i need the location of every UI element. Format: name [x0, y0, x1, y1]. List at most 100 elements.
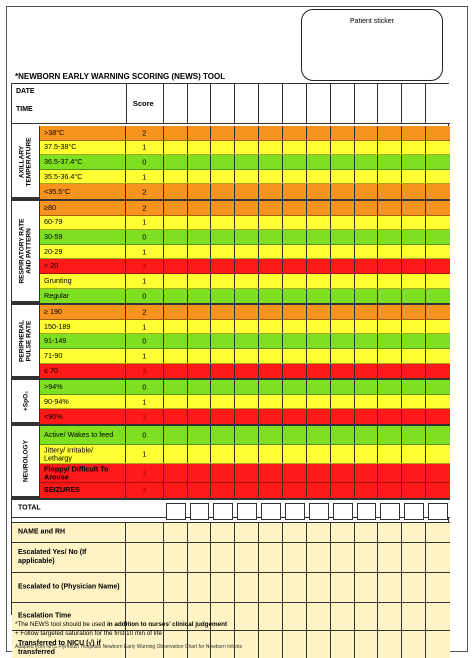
observation-cell[interactable] — [211, 630, 236, 658]
observation-cell[interactable] — [426, 155, 450, 169]
observation-cell[interactable] — [331, 394, 355, 409]
observation-cell[interactable] — [259, 522, 284, 542]
observation-cell[interactable] — [307, 542, 331, 572]
observation-cell[interactable] — [355, 230, 379, 244]
observation-cell[interactable] — [355, 305, 379, 319]
observation-cell[interactable] — [378, 319, 403, 334]
observation-cell[interactable] — [283, 522, 307, 542]
observation-cell[interactable] — [235, 259, 260, 273]
observation-cell[interactable] — [283, 155, 307, 169]
observation-cell[interactable] — [378, 572, 403, 602]
observation-cell[interactable] — [188, 319, 212, 334]
observation-cell[interactable] — [378, 380, 403, 394]
observation-cell[interactable] — [235, 84, 260, 123]
observation-cell[interactable] — [283, 288, 307, 304]
observation-cell[interactable] — [426, 170, 450, 184]
observation-cell[interactable] — [307, 274, 331, 288]
observation-cell[interactable] — [164, 126, 188, 140]
observation-cell[interactable] — [259, 169, 284, 184]
observation-cell[interactable] — [355, 126, 379, 140]
observation-cell[interactable] — [259, 394, 284, 409]
observation-cell[interactable] — [188, 380, 212, 394]
observation-cell[interactable] — [259, 319, 284, 334]
observation-cell[interactable] — [211, 522, 236, 542]
observation-cell[interactable] — [307, 380, 331, 394]
observation-cell[interactable] — [283, 464, 307, 482]
observation-cell[interactable] — [259, 542, 284, 572]
observation-cell[interactable] — [355, 334, 379, 348]
observation-cell[interactable] — [378, 126, 403, 140]
observation-cell[interactable] — [402, 201, 427, 215]
observation-cell[interactable] — [235, 630, 260, 658]
observation-cell[interactable] — [355, 140, 379, 155]
observation-cell[interactable] — [331, 464, 355, 482]
observation-cell[interactable] — [259, 464, 284, 482]
observation-cell[interactable] — [188, 215, 212, 230]
observation-cell[interactable] — [211, 140, 236, 155]
observation-cell[interactable] — [402, 630, 427, 658]
observation-cell[interactable] — [402, 542, 427, 572]
observation-cell[interactable] — [259, 126, 284, 140]
observation-cell[interactable] — [235, 464, 260, 482]
observation-cell[interactable] — [426, 274, 450, 288]
observation-cell[interactable] — [307, 363, 331, 379]
observation-cell[interactable] — [378, 201, 403, 215]
observation-cell[interactable] — [164, 215, 188, 230]
observation-cell[interactable] — [402, 259, 427, 273]
observation-cell[interactable] — [378, 630, 403, 658]
observation-cell[interactable] — [188, 542, 212, 572]
observation-cell[interactable] — [235, 215, 260, 230]
observation-cell[interactable] — [355, 288, 379, 304]
observation-cell[interactable] — [355, 394, 379, 409]
observation-cell[interactable] — [378, 305, 403, 319]
observation-cell[interactable] — [188, 426, 212, 444]
observation-cell[interactable] — [307, 445, 331, 463]
observation-cell[interactable] — [235, 445, 260, 463]
observation-cell[interactable] — [211, 201, 236, 215]
observation-cell[interactable] — [188, 409, 212, 424]
observation-cell[interactable] — [235, 274, 260, 288]
total-input-box[interactable] — [165, 502, 186, 520]
observation-cell[interactable] — [307, 602, 331, 630]
observation-cell[interactable] — [307, 572, 331, 602]
observation-cell[interactable] — [235, 305, 260, 319]
observation-cell[interactable] — [283, 274, 307, 288]
observation-cell[interactable] — [402, 363, 427, 379]
observation-cell[interactable] — [355, 184, 379, 199]
observation-cell[interactable] — [164, 169, 188, 184]
observation-cell[interactable] — [378, 274, 403, 288]
observation-cell[interactable] — [164, 305, 188, 319]
observation-cell[interactable] — [259, 140, 284, 155]
observation-cell[interactable] — [331, 572, 355, 602]
observation-cell[interactable] — [426, 216, 450, 230]
observation-cell[interactable] — [355, 274, 379, 288]
observation-cell[interactable] — [211, 334, 236, 348]
observation-cell[interactable] — [307, 334, 331, 348]
observation-cell[interactable] — [164, 380, 188, 394]
observation-cell[interactable] — [163, 84, 188, 123]
observation-cell[interactable] — [211, 230, 236, 244]
observation-cell[interactable] — [211, 84, 236, 123]
observation-cell[interactable] — [426, 445, 450, 463]
observation-cell[interactable] — [235, 244, 260, 259]
observation-cell[interactable] — [164, 394, 188, 409]
observation-cell[interactable] — [331, 259, 355, 273]
observation-cell[interactable] — [259, 349, 284, 363]
observation-cell[interactable] — [426, 245, 450, 259]
observation-cell[interactable] — [426, 349, 450, 363]
observation-cell[interactable] — [402, 215, 427, 230]
observation-cell[interactable] — [164, 363, 188, 379]
total-input-box[interactable] — [380, 502, 401, 520]
observation-cell[interactable] — [426, 305, 450, 319]
observation-cell[interactable] — [235, 334, 260, 348]
observation-cell[interactable] — [259, 244, 284, 259]
observation-cell[interactable] — [331, 288, 355, 304]
observation-cell[interactable] — [307, 244, 331, 259]
observation-cell[interactable] — [259, 602, 284, 630]
observation-cell[interactable] — [355, 572, 379, 602]
observation-cell[interactable] — [188, 464, 212, 482]
total-input-box[interactable] — [213, 502, 234, 520]
observation-cell[interactable] — [355, 201, 379, 215]
observation-cell[interactable] — [283, 215, 307, 230]
observation-cell[interactable] — [426, 483, 450, 498]
